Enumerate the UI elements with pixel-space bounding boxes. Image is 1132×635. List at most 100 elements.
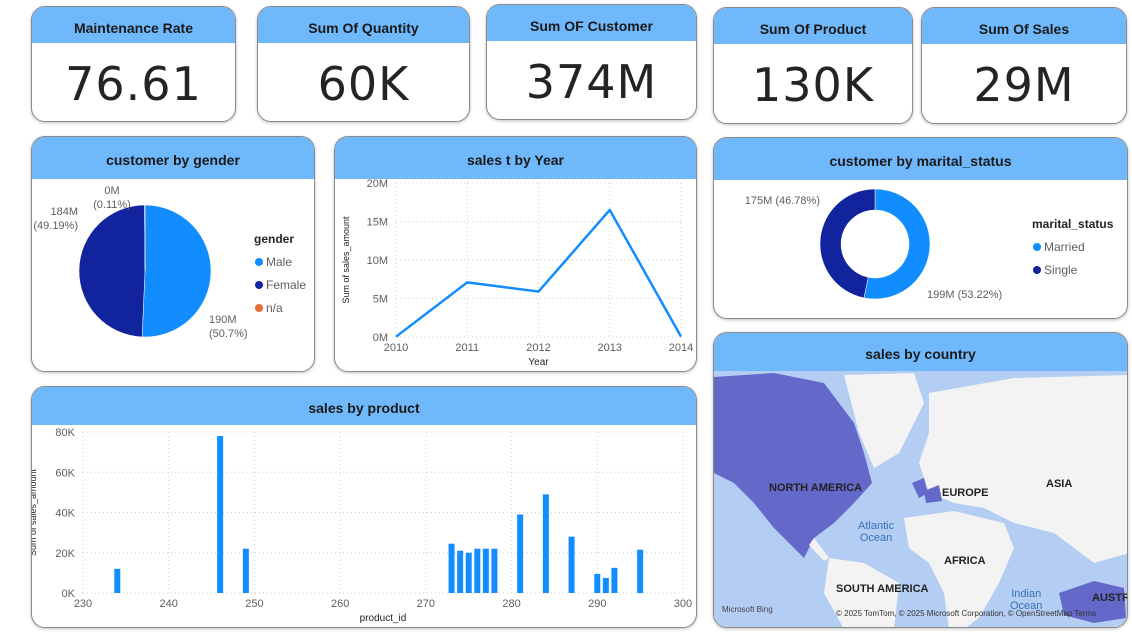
legend-marker — [255, 304, 263, 312]
y-tick-label: 0M — [373, 332, 388, 344]
bar — [568, 536, 575, 593]
panel-title: sales by product — [32, 387, 696, 425]
legend-item: Female — [266, 278, 307, 292]
card-title: Maintenance Rate — [32, 7, 235, 43]
x-tick-label: 2010 — [384, 342, 408, 354]
y-axis-title: Sum of sales_amount — [341, 216, 351, 304]
x-tick-label: 2014 — [669, 342, 693, 354]
chart: 0M 5M 10M 15M 20M 2010 2011 2012 2013 2014 Year Sum… — [341, 178, 693, 368]
y-tick-label: 20M — [367, 178, 388, 190]
map-label: SOUTH AMERICA — [836, 583, 929, 595]
map-label: AFRICA — [944, 555, 986, 567]
bar — [114, 568, 121, 593]
bar — [474, 548, 481, 593]
x-tick-label: 230 — [74, 598, 92, 610]
card-title: Sum OF Customer — [487, 5, 696, 41]
map-label: EUROPE — [942, 487, 989, 499]
europe-highlight — [912, 478, 942, 503]
greenland — [844, 373, 924, 468]
panel-title: sales t by Year — [335, 137, 696, 179]
chart-panel: 0M 5M 10M 15M 20M 2010 2011 2012 2013 2014 Year Sum… — [334, 136, 697, 372]
x-tick-label: 250 — [245, 598, 263, 610]
kpi-card: Sum Of Sales 29M — [921, 7, 1127, 124]
panel-title: sales by country — [714, 333, 1127, 371]
legend-item: Married — [1044, 240, 1085, 254]
card-value: 29M — [973, 58, 1075, 112]
eurasia — [919, 375, 1127, 563]
bar — [637, 549, 644, 593]
bar — [542, 494, 549, 593]
x-axis-title: Year — [528, 357, 549, 368]
legend-item: Male — [266, 255, 293, 269]
y-tick-label: 10M — [367, 255, 388, 267]
map-label: NORTH AMERICA — [769, 482, 863, 494]
x-tick-label: 290 — [588, 598, 606, 610]
map — [714, 371, 1127, 627]
legend-marker — [255, 258, 263, 266]
kpi-card: Sum Of Quantity 60K — [257, 6, 470, 122]
data-label: 175M (46.78%) — [744, 195, 820, 207]
kpi-card: Sum OF Customer 374M — [486, 4, 697, 120]
bar — [242, 548, 249, 593]
bar — [457, 550, 464, 593]
x-axis-title: product_id — [360, 613, 407, 624]
x-tick-label: 2011 — [455, 342, 479, 354]
slice — [78, 204, 146, 338]
map-label: Atlantic Ocean — [858, 520, 895, 544]
bar — [602, 577, 609, 593]
map-label: AUSTRA — [1092, 592, 1127, 604]
north-america — [714, 373, 872, 558]
legend-marker — [1033, 243, 1041, 251]
bar — [517, 514, 524, 593]
data-label: 199M (53.22%) — [927, 289, 1003, 301]
kpi-card: Maintenance Rate 76.61 — [31, 6, 236, 122]
kpi-card: Sum Of Product 130K — [713, 7, 913, 124]
australia — [1059, 581, 1126, 623]
bar — [482, 548, 489, 593]
map-attribution: © 2025 TomTom, © 2025 Microsoft Corporat… — [836, 609, 1097, 618]
map-logo: Microsoft Bing — [722, 605, 773, 614]
bar — [465, 552, 472, 593]
data-label: 190M (50.7%) — [209, 314, 248, 340]
card-value: 76.61 — [65, 57, 202, 111]
card-title: Sum Of Quantity — [258, 7, 469, 43]
card-title: Sum Of Sales — [922, 8, 1126, 44]
bar — [594, 573, 601, 593]
legend-title: marital_status — [1032, 217, 1114, 231]
x-tick-label: 260 — [331, 598, 349, 610]
legend-title: gender — [254, 232, 295, 246]
x-tick-label: 2012 — [526, 342, 550, 354]
slice — [819, 188, 876, 299]
chart — [819, 188, 1041, 300]
y-tick-label: 5M — [373, 294, 388, 306]
bar — [611, 567, 618, 593]
panel-title: customer by marital_status — [714, 138, 1127, 180]
y-tick-label: 80K — [55, 427, 75, 439]
slice — [141, 204, 212, 338]
y-tick-label: 60K — [55, 467, 75, 479]
chart — [78, 204, 263, 338]
card-value: 374M — [525, 55, 658, 109]
legend-item: Single — [1044, 263, 1078, 277]
chart-panel: 0K 20K 40K 60K 80K 230 240 250 260 270 280 290 300 pr… — [31, 386, 697, 628]
x-tick-label: 270 — [417, 598, 435, 610]
y-tick-label: 40K — [55, 508, 75, 520]
data-label: 0M (0.11%) — [93, 185, 131, 211]
line — [395, 208, 683, 338]
chart-panel: customer by marital_status 199M (53.22%) 1… — [713, 137, 1128, 319]
x-tick-label: 300 — [674, 598, 692, 610]
card-value: 130K — [752, 58, 874, 112]
card-title: Sum Of Product — [714, 8, 912, 44]
y-tick-label: 0K — [62, 588, 76, 600]
map-label: Indian Ocean — [1010, 588, 1043, 612]
y-tick-label: 15M — [367, 217, 388, 229]
map-panel: sales by country NORTH AMERICA EUROPE AS… — [713, 332, 1128, 628]
card-value: 60K — [317, 57, 410, 111]
x-tick-label: 2013 — [598, 342, 622, 354]
south-america — [809, 538, 899, 627]
bar — [217, 436, 224, 593]
bar — [448, 543, 455, 593]
chart-panel: customer by gender 190M (50.7%) 184M (49.1… — [31, 136, 315, 372]
x-tick-label: 280 — [502, 598, 520, 610]
